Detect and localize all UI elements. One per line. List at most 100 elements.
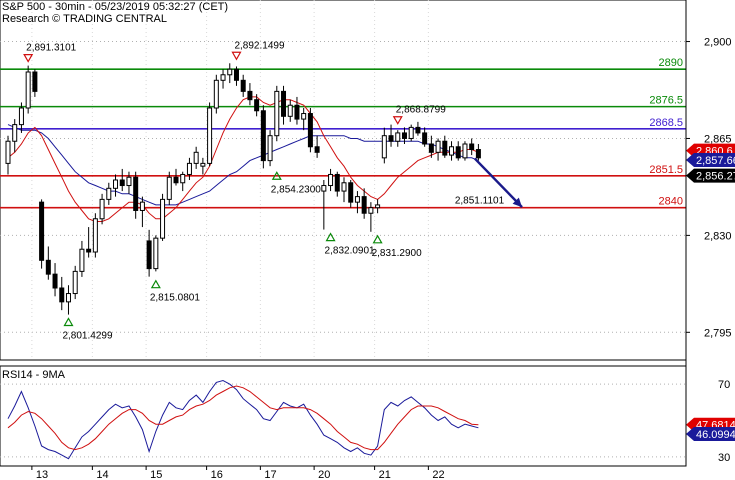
candle	[39, 199, 45, 269]
price-tag: 2,857.66	[686, 153, 735, 168]
rsi-ma-line	[7, 385, 479, 451]
swing-low-marker	[63, 317, 74, 327]
swing-low-marker	[325, 232, 336, 242]
rsi-tick-label: 30	[718, 452, 730, 464]
x-tick-label: 17	[264, 469, 276, 480]
x-tick-label: 22	[432, 469, 444, 480]
candle	[475, 144, 481, 161]
annotation-label: 2,854.2300	[271, 184, 321, 195]
rsi-title: RSI14 - 9MA	[2, 369, 65, 381]
candle	[166, 171, 172, 205]
candle	[86, 227, 92, 258]
candle	[388, 124, 394, 147]
annotation-label: 2,815.0801	[150, 293, 200, 304]
candle	[113, 174, 119, 197]
candle	[247, 83, 253, 106]
x-tick-label: 20	[318, 469, 330, 480]
candle	[32, 69, 38, 97]
x-tick-label: 16	[211, 469, 223, 480]
candle	[462, 141, 468, 161]
price-panel-frame	[0, 0, 687, 361]
candle	[18, 102, 24, 133]
candle	[45, 246, 51, 280]
candle	[220, 69, 226, 89]
candle	[274, 85, 280, 142]
svg-text:2,856.27: 2,856.27	[696, 171, 735, 183]
candle	[455, 141, 461, 161]
candle	[341, 177, 347, 203]
candle	[368, 202, 374, 232]
candle	[126, 171, 132, 194]
candle	[415, 121, 421, 136]
rsi-tick-label: 70	[718, 379, 730, 391]
candle	[328, 168, 334, 192]
candle	[200, 157, 206, 175]
swing-high-marker	[231, 51, 242, 61]
candle	[72, 265, 78, 300]
ma-fast-line	[7, 96, 479, 222]
candle	[381, 127, 387, 164]
candle	[99, 193, 105, 225]
candle	[119, 168, 125, 192]
candle	[287, 99, 293, 122]
swing-low-marker	[150, 279, 161, 289]
candle	[334, 171, 340, 197]
candle	[260, 105, 266, 169]
candle	[281, 85, 287, 125]
annotation-label: 2,831.2900	[372, 248, 422, 259]
candle	[25, 65, 31, 114]
candle	[469, 138, 475, 156]
candle	[146, 229, 152, 277]
candle	[52, 263, 58, 297]
level-label: 2876.5	[649, 95, 683, 107]
level-label: 2868.5	[649, 117, 683, 129]
candle	[442, 135, 448, 158]
annotation-label: 2,801.4299	[62, 331, 112, 342]
swing-high-marker	[392, 116, 403, 125]
candle	[5, 135, 11, 175]
candle	[449, 141, 455, 161]
price-panel: 2890 2876.5 2868.5 2851.5 2840 2,891.3101 2,80…	[0, 0, 687, 361]
candle	[79, 240, 85, 277]
rsi-line	[7, 379, 479, 460]
annotation-label: 2,832.0901	[325, 246, 375, 257]
candle	[301, 108, 307, 131]
candle	[59, 276, 65, 311]
rsi-panel	[0, 365, 687, 467]
swing-high-marker	[23, 54, 34, 63]
candle	[227, 63, 233, 84]
candle	[428, 135, 434, 158]
x-tick-label: 15	[150, 469, 162, 480]
target-label: 2,851.1101	[455, 195, 505, 206]
projection-arrowhead	[512, 197, 522, 208]
candle	[435, 138, 441, 161]
candle	[173, 168, 179, 186]
candle	[294, 96, 300, 125]
candle	[254, 94, 260, 117]
price-tag: 2,856.27	[686, 168, 735, 183]
chart-source: Research © TRADING CENTRAL	[2, 13, 167, 25]
candle	[314, 135, 320, 158]
rsi-panel-frame	[0, 365, 687, 467]
level-label: 2890	[659, 57, 683, 69]
candle	[193, 146, 199, 169]
swing-low-marker	[372, 234, 383, 244]
candle	[321, 180, 327, 230]
level-label: 2851.5	[649, 164, 683, 176]
candle	[422, 127, 428, 147]
candle	[240, 74, 246, 97]
x-tick-label: 13	[36, 469, 48, 480]
candle	[180, 171, 186, 192]
candle	[186, 157, 192, 180]
svg-text:46.0994: 46.0994	[696, 429, 735, 441]
y-tick-label: 2,830	[704, 230, 732, 242]
candle	[348, 180, 354, 208]
candle	[375, 199, 381, 214]
candle	[12, 119, 18, 153]
projection-arrow	[473, 157, 523, 208]
y-tick-label: 2,865	[704, 133, 732, 145]
candle	[92, 213, 98, 258]
candle	[401, 127, 407, 144]
level-label: 2840	[659, 196, 683, 208]
